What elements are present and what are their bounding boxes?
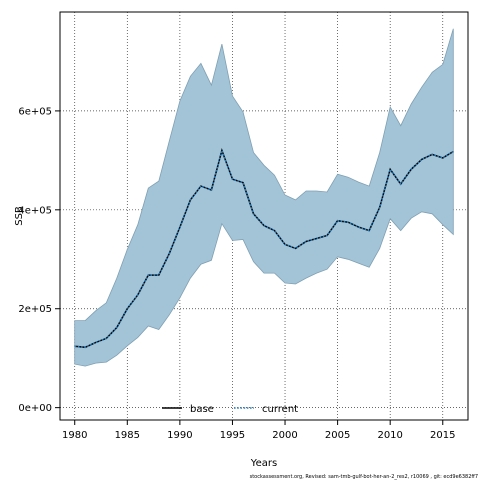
x-tick-label: 2005 xyxy=(325,430,350,441)
y-axis: 0e+00 2e+05 4e+05 6e+05 xyxy=(18,106,60,414)
x-tick-label: 1980 xyxy=(62,430,87,441)
x-axis: 1980 1985 1990 1995 2000 2005 2010 2015 xyxy=(62,420,455,441)
series-line-current xyxy=(74,147,454,349)
legend-label-base: base xyxy=(190,404,214,415)
y-axis-title: SSB xyxy=(14,206,25,226)
legend-label-current: current xyxy=(262,404,298,415)
footnote: stockassessment.org, Revised: sam-tmb-gu… xyxy=(250,474,478,480)
x-tick-label: 2000 xyxy=(272,430,297,441)
x-tick-label: 2015 xyxy=(430,430,455,441)
x-axis-title: Years xyxy=(250,458,277,469)
plot-frame xyxy=(59,11,469,421)
x-tick-label: 2010 xyxy=(377,430,402,441)
confidence-band xyxy=(74,28,454,367)
x-tick-label: 1985 xyxy=(115,430,140,441)
y-tick-label: 4e+05 xyxy=(18,205,52,216)
x-tick-label: 1995 xyxy=(220,430,245,441)
y-tick-label: 0e+00 xyxy=(18,403,52,414)
x-tick-label: 1990 xyxy=(167,430,192,441)
legend: base current xyxy=(162,404,298,415)
y-tick-label: 2e+05 xyxy=(18,304,52,315)
y-tick-label: 6e+05 xyxy=(18,106,52,117)
